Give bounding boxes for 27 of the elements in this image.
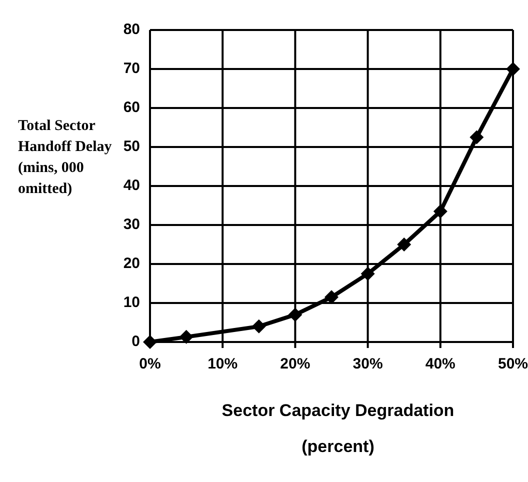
point [252, 319, 266, 334]
x-tick-label: 30% [352, 356, 383, 373]
y-tick-label: 50 [123, 138, 140, 156]
y-tick-label: 0 [132, 333, 140, 351]
point [324, 290, 338, 304]
point [433, 204, 448, 218]
y-tick-label: 70 [123, 60, 140, 78]
x-tick-label: 10% [208, 356, 238, 373]
y-tick-label: 20 [123, 255, 140, 273]
x-tick-label: 50% [498, 356, 528, 373]
point [506, 62, 520, 76]
point [288, 308, 302, 322]
y-tick-label: 60 [123, 99, 140, 117]
x-tick-label: 0% [139, 356, 161, 373]
y-tick-label: 40 [123, 177, 140, 195]
y-axis-title: Total Sector Handoff Delay (mins, 000 omitted) [18, 118, 112, 197]
point [179, 330, 194, 344]
y-tick-label: 30 [123, 216, 140, 234]
x-tick-label: 20% [280, 356, 310, 373]
x-tick-label: 40% [425, 356, 456, 373]
x-axis-title: Sector Capacity Degradation (percent) [220, 400, 456, 458]
point [143, 335, 157, 349]
point [360, 266, 375, 281]
point [470, 130, 484, 144]
point [397, 238, 412, 252]
y-tick-label: 80 [123, 21, 140, 39]
y-tick-label: 10 [123, 294, 140, 312]
